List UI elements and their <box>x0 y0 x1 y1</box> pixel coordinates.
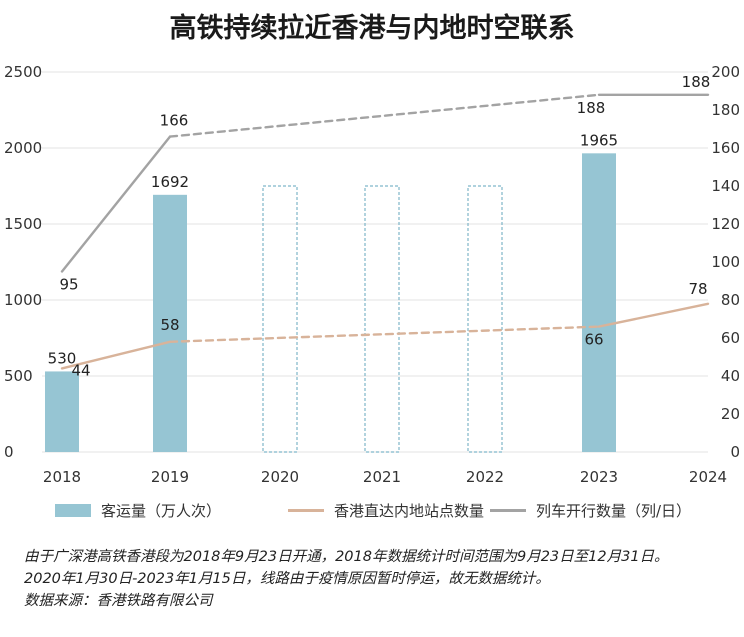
legend-swatch-stations-line <box>288 509 324 512</box>
stations-value-label: 44 <box>71 361 90 379</box>
stations-value-label: 78 <box>688 280 707 298</box>
trains-line-segment <box>60 135 172 273</box>
x-tick-label: 2021 <box>363 468 401 486</box>
y-right-tick-label: 0 <box>730 443 740 461</box>
y-left-tick-label: 2500 <box>4 63 42 81</box>
footnote-line: 数据来源：香港铁路有限公司 <box>24 593 213 609</box>
left-axis-ticks: 0 500 1000 1500 2000 2500 <box>4 63 42 461</box>
trains-line-segment <box>168 93 601 138</box>
stations-line-segment <box>597 302 710 328</box>
bar-value-label: 530 <box>48 349 77 367</box>
legend-item-stations: 香港直达内地站点数量 <box>288 500 484 521</box>
bar <box>45 371 79 452</box>
footnote-line: 由于广深港高铁香港段为2018年9月23日开通，2018年数据统计时间范围为9月… <box>24 549 669 565</box>
trains-value-label: 166 <box>160 112 189 130</box>
y-right-tick-label: 200 <box>711 63 740 81</box>
x-tick-label: 2019 <box>151 468 189 486</box>
legend-item-passengers: 客运量（万人次） <box>55 500 221 521</box>
trains-value-label: 95 <box>59 276 78 294</box>
bar-suspended-placeholder <box>262 185 298 453</box>
y-left-tick-label: 500 <box>4 367 33 385</box>
stations-line-segment <box>168 325 601 343</box>
legend-item-trains: 列车开行数量（列/日） <box>490 500 691 521</box>
stations-value-label: 58 <box>160 316 179 334</box>
legend-label-trains: 列车开行数量（列/日） <box>536 502 692 520</box>
y-left-tick-label: 0 <box>4 443 14 461</box>
bar-suspended-placeholder <box>364 185 400 453</box>
y-right-tick-label: 160 <box>711 139 740 157</box>
stations-value-label: 66 <box>584 331 603 349</box>
right-axis-ticks: 0 20 40 60 80 100 120 140 160 180 200 <box>711 63 740 461</box>
y-right-tick-label: 20 <box>721 405 740 423</box>
y-left-tick-label: 2000 <box>4 139 42 157</box>
y-right-tick-label: 100 <box>711 253 740 271</box>
bar <box>153 194 187 453</box>
x-tick-label: 2022 <box>466 468 504 486</box>
bar-value-label: 1692 <box>151 173 189 191</box>
y-right-tick-label: 140 <box>711 177 740 195</box>
line-series <box>60 93 710 370</box>
data-labels: 530 1692 1965 44 58 66 78 95 166 188 188 <box>48 73 711 380</box>
x-tick-label: 2023 <box>580 468 618 486</box>
legend-swatch-bar <box>55 504 91 517</box>
legend: 客运量（万人次） 香港直达内地站点数量 列车开行数量（列/日） <box>55 500 744 522</box>
bar <box>582 153 616 452</box>
stations-line-segment <box>60 340 172 370</box>
y-left-tick-label: 1000 <box>4 291 42 309</box>
y-right-tick-label: 180 <box>711 101 740 119</box>
legend-label-passengers: 客运量（万人次） <box>101 502 222 520</box>
legend-swatch-trains-line <box>490 509 526 512</box>
footnotes: 由于广深港高铁香港段为2018年9月23日开通，2018年数据统计时间范围为9月… <box>24 546 734 612</box>
y-right-tick-label: 80 <box>721 291 740 309</box>
x-tick-label: 2020 <box>261 468 299 486</box>
footnote-line: 2020年1月30日-2023年1月15日，线路由于疫情原因暂时停运，故无数据统… <box>24 571 550 587</box>
bar-suspended-placeholder <box>467 185 503 453</box>
bar-series <box>45 153 616 453</box>
trains-value-label: 188 <box>682 73 711 91</box>
y-right-tick-label: 60 <box>721 329 740 347</box>
trains-value-label: 188 <box>577 99 606 117</box>
chart-title: 高铁持续拉近香港与内地时空联系 <box>169 13 575 44</box>
x-tick-label: 2024 <box>689 468 727 486</box>
bar-value-label: 1965 <box>580 131 618 149</box>
x-axis-ticks: 2018 2019 2020 2021 2022 2023 2024 <box>43 468 727 486</box>
y-right-tick-label: 40 <box>721 367 740 385</box>
chart-canvas: 0 500 1000 1500 2000 2500 0 20 40 60 80 100 120 140 1… <box>4 63 740 486</box>
y-left-tick-label: 1500 <box>4 215 42 233</box>
legend-label-stations: 香港直达内地站点数量 <box>334 502 485 520</box>
x-tick-label: 2018 <box>43 468 81 486</box>
y-right-tick-label: 120 <box>711 215 740 233</box>
